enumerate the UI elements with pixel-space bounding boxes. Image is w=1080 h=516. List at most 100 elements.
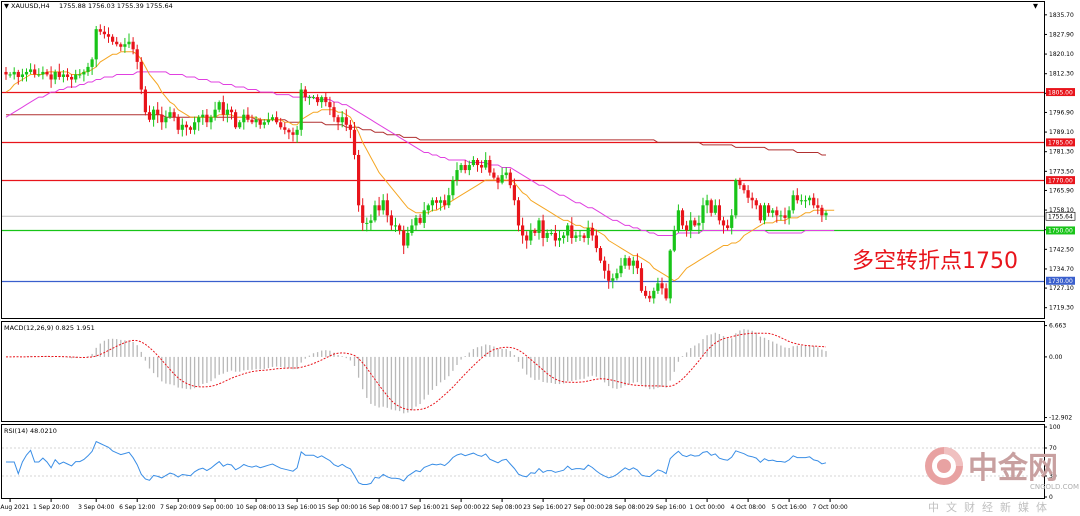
candle[interactable] bbox=[664, 283, 668, 301]
candle[interactable] bbox=[324, 92, 328, 107]
candle[interactable] bbox=[377, 196, 381, 216]
candle[interactable] bbox=[352, 122, 357, 160]
candle[interactable] bbox=[586, 220, 590, 245]
candle[interactable] bbox=[758, 203, 762, 223]
candle[interactable] bbox=[480, 160, 484, 173]
candle[interactable] bbox=[184, 121, 188, 136]
candle[interactable] bbox=[152, 106, 156, 127]
candle[interactable] bbox=[447, 187, 451, 209]
candle[interactable] bbox=[234, 109, 238, 130]
one-click-trading-arrow[interactable]: ▼ bbox=[1033, 2, 1038, 10]
candle[interactable] bbox=[422, 202, 426, 229]
candle[interactable] bbox=[4, 66, 8, 80]
candle[interactable] bbox=[389, 210, 393, 231]
candle[interactable] bbox=[656, 277, 660, 294]
candle[interactable] bbox=[57, 63, 61, 80]
candle[interactable] bbox=[680, 208, 685, 230]
candle[interactable] bbox=[254, 116, 258, 128]
candle[interactable] bbox=[607, 263, 611, 289]
candle[interactable] bbox=[512, 178, 516, 206]
candle[interactable] bbox=[717, 199, 721, 225]
candle[interactable] bbox=[119, 42, 123, 52]
candle[interactable] bbox=[398, 223, 402, 235]
candle[interactable] bbox=[127, 33, 131, 49]
candle[interactable] bbox=[488, 155, 492, 176]
candle[interactable] bbox=[106, 27, 111, 43]
candle[interactable] bbox=[246, 107, 250, 123]
candle[interactable] bbox=[258, 117, 262, 129]
candle[interactable] bbox=[16, 69, 20, 85]
candle[interactable] bbox=[70, 74, 74, 88]
candle[interactable] bbox=[443, 194, 447, 210]
candle[interactable] bbox=[508, 168, 512, 189]
candle[interactable] bbox=[29, 63, 33, 74]
candle[interactable] bbox=[197, 115, 201, 131]
candle[interactable] bbox=[381, 194, 385, 215]
candle[interactable] bbox=[705, 194, 709, 214]
candle[interactable] bbox=[685, 220, 689, 237]
candle[interactable] bbox=[8, 72, 12, 78]
candle[interactable] bbox=[86, 62, 90, 76]
candle[interactable] bbox=[738, 177, 742, 189]
candle[interactable] bbox=[299, 82, 303, 136]
candle[interactable] bbox=[816, 198, 820, 215]
candle[interactable] bbox=[762, 202, 767, 225]
candle[interactable] bbox=[795, 188, 799, 204]
candle[interactable] bbox=[660, 277, 664, 295]
candle[interactable] bbox=[24, 68, 29, 82]
candle[interactable] bbox=[779, 210, 783, 221]
candle[interactable] bbox=[205, 109, 209, 128]
candle[interactable] bbox=[45, 69, 49, 77]
candle[interactable] bbox=[668, 249, 672, 304]
candle[interactable] bbox=[303, 86, 307, 102]
candle[interactable] bbox=[164, 110, 168, 129]
candle[interactable] bbox=[340, 111, 344, 128]
candle[interactable] bbox=[644, 286, 648, 299]
candle[interactable] bbox=[734, 178, 738, 219]
candle[interactable] bbox=[627, 256, 631, 270]
candle[interactable] bbox=[496, 175, 500, 190]
candle[interactable] bbox=[799, 194, 803, 205]
candle[interactable] bbox=[37, 68, 41, 78]
candle[interactable] bbox=[791, 190, 795, 214]
candle[interactable] bbox=[295, 125, 299, 143]
candle[interactable] bbox=[98, 24, 102, 35]
candle[interactable] bbox=[225, 103, 229, 123]
candle[interactable] bbox=[713, 199, 717, 215]
candle[interactable] bbox=[139, 57, 143, 95]
candle[interactable] bbox=[406, 226, 410, 249]
candle[interactable] bbox=[373, 200, 377, 223]
candle[interactable] bbox=[623, 254, 627, 269]
candle[interactable] bbox=[283, 122, 287, 135]
candle[interactable] bbox=[689, 212, 693, 239]
candle[interactable] bbox=[385, 193, 389, 223]
candle[interactable] bbox=[156, 102, 160, 124]
candle[interactable] bbox=[65, 68, 70, 81]
candle[interactable] bbox=[217, 100, 221, 113]
candle[interactable] bbox=[451, 176, 455, 200]
candle[interactable] bbox=[221, 95, 225, 122]
candle[interactable] bbox=[787, 206, 791, 225]
candle[interactable] bbox=[529, 223, 533, 245]
candle[interactable] bbox=[721, 216, 726, 234]
candle[interactable] bbox=[750, 192, 754, 209]
candle[interactable] bbox=[697, 215, 701, 234]
candle[interactable] bbox=[102, 25, 106, 39]
candle[interactable] bbox=[500, 167, 504, 185]
candle[interactable] bbox=[393, 217, 398, 233]
candle[interactable] bbox=[639, 262, 644, 293]
candle[interactable] bbox=[410, 219, 414, 236]
candle[interactable] bbox=[783, 207, 787, 225]
candle[interactable] bbox=[147, 105, 152, 123]
candle[interactable] bbox=[316, 94, 320, 106]
candle[interactable] bbox=[275, 111, 279, 125]
candle[interactable] bbox=[594, 229, 598, 253]
candle[interactable] bbox=[611, 273, 615, 289]
candle[interactable] bbox=[603, 256, 607, 279]
candle[interactable] bbox=[676, 204, 680, 233]
candle[interactable] bbox=[541, 214, 545, 247]
candle[interactable] bbox=[328, 96, 332, 116]
candle[interactable] bbox=[812, 193, 816, 209]
candle[interactable] bbox=[193, 116, 197, 135]
candle[interactable] bbox=[41, 66, 45, 80]
